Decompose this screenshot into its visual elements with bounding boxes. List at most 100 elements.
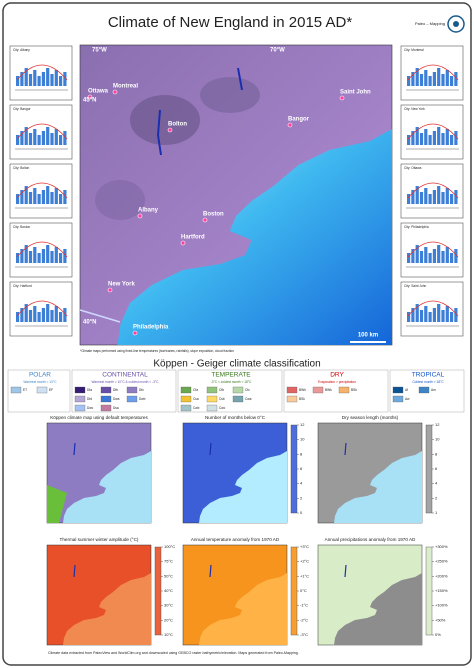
colorbar-label: +50% (435, 617, 446, 622)
colorbar (425, 546, 433, 636)
legend-swatch (100, 404, 112, 412)
station-bar (437, 245, 441, 263)
station-bar (41, 190, 45, 204)
legend-swatch (100, 395, 112, 403)
station-bar (37, 135, 41, 145)
station-bar (437, 68, 441, 86)
station-bar (41, 131, 45, 145)
city-label: Saint John (340, 90, 371, 96)
station-bar (450, 76, 454, 86)
station-card (9, 45, 73, 101)
station-bar (407, 76, 411, 86)
section-title: Köppen - Geiger climate classification (153, 359, 320, 370)
station-label: City: Philadelphia (404, 225, 429, 229)
station-bar (16, 76, 20, 86)
legend-code: Dsa (113, 406, 119, 410)
station-bar (24, 68, 28, 86)
logo-core (453, 21, 459, 27)
station-bar (441, 192, 445, 204)
mountains (130, 95, 200, 145)
city-dot (167, 127, 173, 133)
station-bar (424, 306, 428, 322)
station-bar (41, 308, 45, 322)
station-bar (20, 308, 24, 322)
station-bar (428, 194, 432, 204)
station-curve (407, 300, 459, 317)
city-dot (112, 89, 118, 95)
colorbar-label: 10 (435, 437, 440, 442)
city-label: Hartford (181, 235, 205, 241)
station-label: City: Montreal (404, 48, 424, 52)
graticule-label: 40°N (83, 320, 96, 326)
station-bar (63, 131, 67, 145)
station-bar (63, 308, 67, 322)
legend-group (71, 369, 177, 413)
station-bar (28, 251, 33, 263)
legend-swatch (10, 386, 22, 394)
colorbar-label: 20°C (164, 617, 173, 622)
legend-code: Cfb (219, 388, 224, 392)
station-label: City: Albany (13, 48, 30, 52)
station-bar (428, 76, 432, 86)
colorbar (154, 546, 162, 636)
legend-code: Dfc (139, 388, 144, 392)
station-bar (454, 308, 458, 322)
legend-swatch (74, 404, 86, 412)
city-label: Montreal (113, 84, 138, 90)
colorbar-label: 12 (435, 422, 440, 427)
city-dot (180, 240, 186, 246)
station-bar (450, 312, 454, 322)
legend-code: Am (431, 388, 436, 392)
colorbar-label: 8 (435, 451, 438, 456)
station-bar (59, 135, 63, 145)
station-bar (16, 135, 20, 145)
station-card (400, 163, 464, 219)
colorbar-label: +300% (435, 544, 448, 549)
legend-code: Af (405, 388, 408, 392)
legend-code: Cwb (193, 406, 200, 410)
city-dot (107, 287, 113, 293)
station-bar (20, 249, 24, 263)
legend-swatch (36, 386, 48, 394)
legend-swatch (180, 404, 192, 412)
city-label: Bolton (168, 122, 187, 128)
legend-swatch (180, 386, 192, 394)
station-label: City: Boston (13, 225, 30, 229)
station-label: City: Ottawa (404, 166, 422, 170)
station-bar (41, 249, 45, 263)
station-bar (428, 135, 432, 145)
station-bar (33, 306, 37, 322)
station-bar (432, 308, 436, 322)
colorbar-label: 0°C (300, 588, 307, 593)
graticule-label: 45°N (83, 98, 96, 104)
legend-swatch (338, 386, 350, 394)
station-bar (415, 304, 419, 322)
scale-label: 100 km (358, 333, 378, 339)
legend-group-name: DRY (330, 372, 344, 379)
colorbar-label: 12 (300, 422, 305, 427)
legend-swatch (126, 395, 138, 403)
panel-title: Dry season length (months) (342, 415, 399, 420)
lake (156, 109, 162, 156)
colorbar-label: 8 (300, 451, 303, 456)
panel-lake (344, 442, 347, 456)
city-dot (287, 122, 293, 128)
station-bar (50, 310, 54, 322)
colorbar-label: +3°C (300, 544, 309, 549)
station-curve (407, 123, 459, 140)
legend-swatch (206, 386, 218, 394)
station-bar (59, 253, 63, 263)
station-bar (411, 249, 415, 263)
station-bar (37, 253, 41, 263)
legend-code: Csa (193, 397, 199, 401)
colorbar-label: 2 (300, 495, 303, 500)
colorbar-label: +150% (435, 588, 448, 593)
station-bar (419, 310, 424, 322)
station-bar (450, 253, 454, 263)
colorbar-label: 50°C (164, 573, 173, 578)
station-card (9, 222, 73, 278)
station-bar (441, 74, 445, 86)
station-bar (63, 72, 67, 86)
station-bar (407, 253, 411, 263)
